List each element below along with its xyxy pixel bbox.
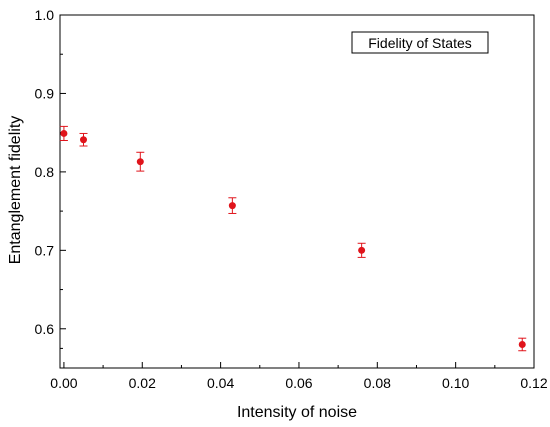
legend-label: Fidelity of States: [368, 35, 472, 51]
data-marker: [80, 136, 88, 144]
data-point: [136, 151, 145, 172]
data-marker: [60, 129, 68, 137]
x-tick-label: 0.00: [50, 375, 77, 391]
axis-ticks: [60, 14, 535, 368]
y-tick-label: 0.6: [35, 321, 55, 337]
x-tick-label: 0.06: [285, 375, 312, 391]
legend-box: [351, 31, 489, 54]
x-tick-label: 0.08: [364, 375, 391, 391]
y-tick-label: 0.8: [35, 164, 55, 180]
tick-labels: 0.00 0.02 0.04 0.06 0.08 0.10 0.12 0.6 0.7 0.8 0.9…: [35, 7, 548, 391]
x-tick-label: 0.04: [207, 375, 234, 391]
data-marker: [228, 202, 236, 210]
legend: Fidelity of States: [351, 31, 489, 54]
plot-frame: [59, 14, 535, 369]
x-tick-label: 0.02: [129, 375, 156, 391]
y-axis-label: Entanglement fidelity: [7, 116, 24, 265]
x-tick-label: 0.10: [442, 375, 469, 391]
data-points: [59, 125, 527, 352]
data-point: [59, 125, 68, 142]
y-tick-label: 0.9: [35, 85, 55, 101]
x-tick-label: 0.12: [520, 375, 547, 391]
data-marker: [518, 340, 526, 348]
data-marker: [136, 158, 144, 166]
data-marker: [358, 246, 366, 254]
y-tick-label: 1.0: [35, 7, 55, 23]
y-tick-label: 0.7: [35, 242, 55, 258]
data-point: [518, 337, 527, 352]
data-point: [357, 242, 366, 258]
x-axis-label: Intensity of noise: [237, 404, 357, 421]
data-point: [228, 197, 237, 214]
data-point: [79, 132, 88, 147]
